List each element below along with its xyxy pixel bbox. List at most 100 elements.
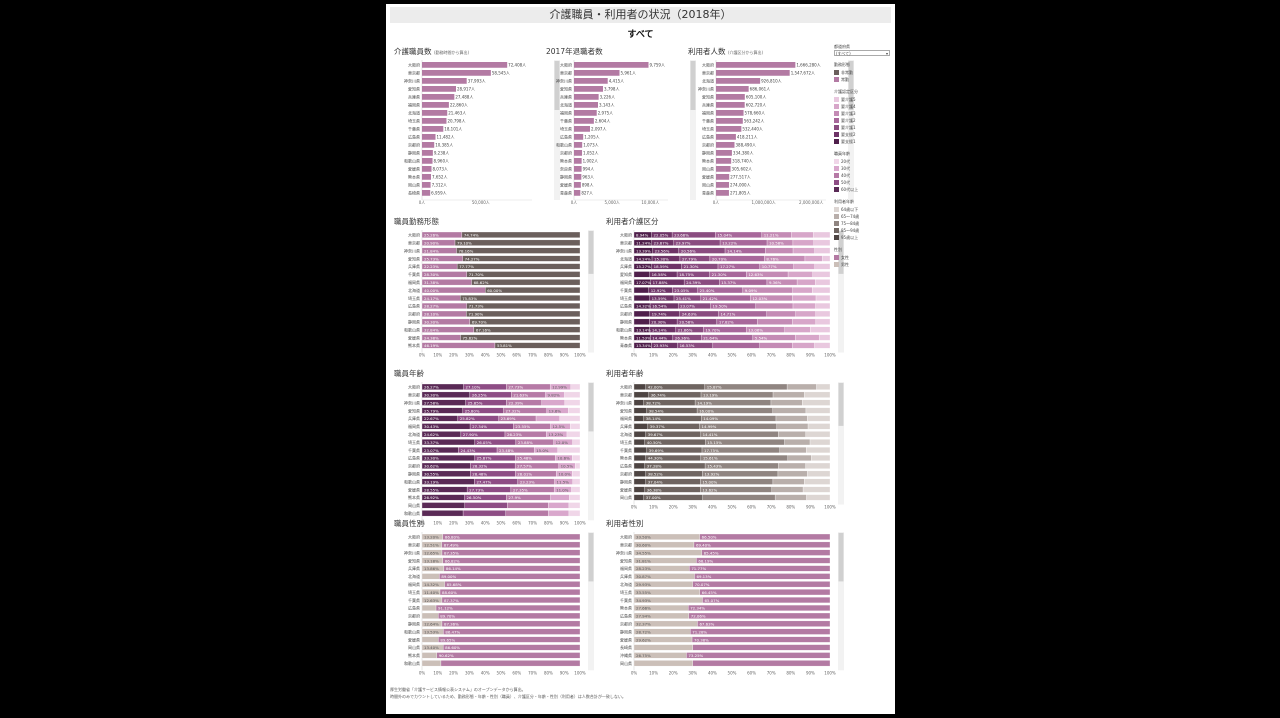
segment-label: 73.25%: [688, 653, 703, 658]
segment-label: 15.37%: [721, 280, 736, 285]
legend-swatch: [834, 166, 839, 171]
bar-segment: [776, 423, 809, 430]
scrollbar-thumb[interactable]: [588, 231, 594, 274]
legend-item[interactable]: 95歳以上: [834, 234, 892, 241]
legend-item[interactable]: 要支援2: [834, 131, 892, 138]
category-label: 和歌山県: [404, 326, 420, 332]
segment-label: 69.13%: [697, 574, 712, 579]
legend-item[interactable]: 要介護4: [834, 103, 892, 110]
category-label: 静岡県: [408, 620, 420, 626]
scrollbar-thumb[interactable]: [848, 61, 854, 110]
legend-item[interactable]: 女性: [834, 254, 892, 261]
segment-label: 66.45%: [702, 590, 717, 595]
segment-label: 15.30%: [654, 256, 669, 261]
segment-label: 66.50%: [702, 535, 717, 540]
legend-item[interactable]: 75〜84歳: [834, 220, 892, 227]
category-label: 大阪府: [408, 534, 420, 540]
legend-label: 要介護3: [841, 110, 856, 116]
prefecture-filter-dropdown[interactable]: (すべて) ▾: [834, 50, 890, 56]
legend-item[interactable]: 40代: [834, 172, 892, 179]
legend-item[interactable]: 要介護1: [834, 124, 892, 131]
segment-label: 28.23%: [636, 566, 651, 571]
scrollbar-thumb[interactable]: [838, 533, 844, 582]
tick-label: 20%: [449, 520, 458, 525]
bar-segment: [792, 318, 817, 325]
bar: [716, 86, 749, 92]
legend-item[interactable]: 要介護5: [834, 96, 892, 103]
legend-item[interactable]: 50代: [834, 179, 892, 186]
category-label: 東京都: [620, 391, 632, 397]
legend-item[interactable]: 85〜94歳: [834, 227, 892, 234]
bar-segment: [441, 541, 581, 548]
segment-label: 38.72%: [646, 400, 661, 405]
scrollbar-thumb[interactable]: [588, 533, 594, 582]
bar: [716, 94, 745, 100]
legend-group-title: 介護認定区分: [834, 89, 858, 94]
bar-segment: [702, 494, 776, 501]
scrollbar-thumb[interactable]: [554, 61, 560, 110]
bar-value-label: 1,205人: [584, 135, 599, 140]
bar-segment: [633, 454, 646, 461]
tick-label: 10%: [433, 520, 442, 525]
tick-label: 90%: [806, 505, 815, 510]
segment-label: 20.58%: [679, 319, 694, 324]
segment-label: 12.5%: [552, 424, 565, 429]
bar-value-label: 20,798人: [447, 119, 465, 124]
legend-item[interactable]: 非常勤: [834, 69, 892, 76]
bar: [574, 78, 608, 84]
segment-label: 25.67%: [477, 456, 492, 461]
legend-group-title: 性別: [834, 247, 842, 252]
legend-item[interactable]: 男性: [834, 261, 892, 268]
tick-label: 50%: [728, 505, 737, 510]
legend-panel: 都道府県 (すべて) ▾ 勤務形態 非常勤 常勤 介護認定区分 要介護5 要介護4 要介護3…: [834, 44, 892, 268]
category-label: 和歌山県: [404, 660, 420, 666]
bar-segment: [816, 383, 831, 390]
category-label: 神奈川県: [616, 247, 632, 253]
category-label: 福岡県: [408, 581, 420, 587]
bar: [422, 62, 508, 68]
category-label: 東京都: [408, 70, 420, 76]
bar-segment: [485, 287, 581, 294]
bar-segment: [466, 310, 581, 317]
bar-segment: [688, 612, 831, 619]
legend-item[interactable]: 常勤: [834, 76, 892, 83]
category-label: 静岡県: [560, 174, 572, 180]
bar-segment: [570, 383, 581, 390]
legend-item[interactable]: 65〜74歳: [834, 213, 892, 220]
category-label: 愛媛県: [620, 486, 632, 492]
bar-segment: [535, 415, 560, 422]
legend-item[interactable]: 30代: [834, 165, 892, 172]
bar-value-label: 2,604人: [595, 119, 610, 124]
bar-segment: [804, 255, 823, 262]
legend-item[interactable]: 要介護2: [834, 117, 892, 124]
legend-item[interactable]: 20代: [834, 158, 892, 165]
scrollbar-thumb[interactable]: [690, 61, 696, 110]
segment-label: 21.86%: [678, 327, 693, 332]
segment-label: 18.75%: [679, 272, 694, 277]
segment-label: 10.5%: [561, 464, 574, 469]
category-label: 静岡県: [620, 478, 632, 484]
legend-item[interactable]: 要支援1: [834, 138, 892, 145]
scrollbar-thumb[interactable]: [838, 383, 844, 426]
bar-value-label: 37,993人: [468, 79, 486, 84]
bar: [574, 142, 583, 148]
segment-label: 23.07%: [680, 304, 695, 309]
bar-segment: [421, 510, 464, 517]
segment-label: 78.16%: [459, 248, 474, 253]
scrollbar-thumb[interactable]: [838, 231, 844, 274]
legend-swatch: [834, 77, 839, 82]
bar-segment: [755, 302, 794, 309]
legend-item[interactable]: 64歳以下: [834, 206, 892, 213]
scrollbar-thumb[interactable]: [588, 383, 594, 432]
legend-item[interactable]: 要介護3: [834, 110, 892, 117]
bar-segment: [699, 533, 831, 540]
chart-title: 介護職員数: [394, 46, 432, 56]
bar: [716, 134, 736, 140]
legend-item[interactable]: 60代以上: [834, 186, 892, 193]
tick-label: 30%: [688, 670, 697, 675]
segment-label: 46.19%: [424, 343, 439, 348]
bar: [716, 110, 744, 116]
tick-label: 60%: [747, 505, 756, 510]
legend-swatch: [834, 262, 839, 267]
category-label: 京都府: [620, 311, 632, 317]
